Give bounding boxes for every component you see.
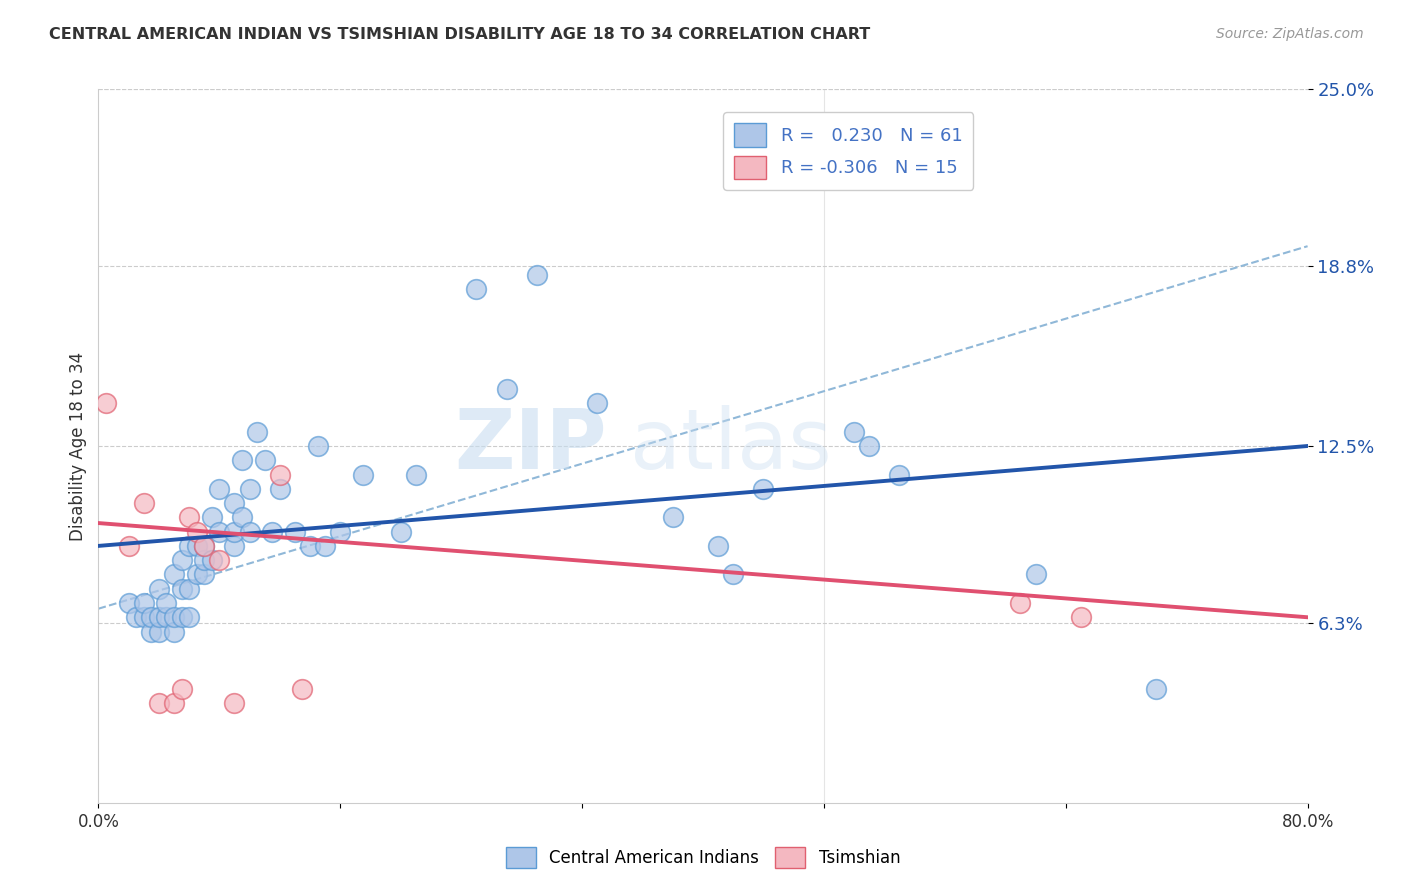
Point <box>141 624 163 639</box>
Point <box>299 539 322 553</box>
Point <box>148 696 170 710</box>
Point <box>132 496 155 510</box>
Point <box>170 582 193 596</box>
Point <box>661 510 683 524</box>
Point <box>179 510 201 524</box>
Point <box>186 567 208 582</box>
Point <box>132 610 155 624</box>
Point <box>125 610 148 624</box>
Point <box>752 482 775 496</box>
Point <box>163 567 186 582</box>
Point <box>253 453 276 467</box>
Point <box>208 553 231 567</box>
Point <box>163 696 186 710</box>
Point <box>389 524 412 539</box>
Legend: R =   0.230   N = 61, R = -0.306   N = 15: R = 0.230 N = 61, R = -0.306 N = 15 <box>723 112 973 190</box>
Point <box>707 539 730 553</box>
Point <box>307 439 329 453</box>
Point <box>352 467 374 482</box>
Point <box>269 482 291 496</box>
Point <box>193 539 215 553</box>
Point <box>1024 567 1046 582</box>
Point <box>208 482 231 496</box>
Point <box>246 425 269 439</box>
Point <box>314 539 336 553</box>
Point <box>1010 596 1032 610</box>
Point <box>231 453 253 467</box>
Point <box>179 610 201 624</box>
Point <box>155 610 177 624</box>
Point <box>201 553 224 567</box>
Point <box>723 567 745 582</box>
Point <box>586 396 609 410</box>
Text: atlas: atlas <box>630 406 832 486</box>
Point <box>224 696 246 710</box>
Point <box>224 524 246 539</box>
Point <box>465 282 488 296</box>
Point <box>329 524 352 539</box>
Point <box>1070 610 1092 624</box>
Point <box>163 610 186 624</box>
Point <box>1144 681 1167 696</box>
Point <box>118 596 141 610</box>
Legend: Central American Indians, Tsimshian: Central American Indians, Tsimshian <box>499 840 907 875</box>
Point <box>858 439 880 453</box>
Point <box>239 482 262 496</box>
Point <box>179 539 201 553</box>
Point <box>179 582 201 596</box>
Y-axis label: Disability Age 18 to 34: Disability Age 18 to 34 <box>69 351 87 541</box>
Point <box>526 268 548 282</box>
Point <box>224 539 246 553</box>
Point <box>262 524 284 539</box>
Point <box>132 596 155 610</box>
Point <box>94 396 117 410</box>
Text: CENTRAL AMERICAN INDIAN VS TSIMSHIAN DISABILITY AGE 18 TO 34 CORRELATION CHART: CENTRAL AMERICAN INDIAN VS TSIMSHIAN DIS… <box>49 27 870 42</box>
Point <box>118 539 141 553</box>
Point <box>201 510 224 524</box>
Text: Source: ZipAtlas.com: Source: ZipAtlas.com <box>1216 27 1364 41</box>
Point <box>170 681 193 696</box>
Point <box>193 539 215 553</box>
Point <box>193 567 215 582</box>
Point <box>163 624 186 639</box>
Point <box>284 524 307 539</box>
Point <box>495 382 517 396</box>
Point <box>155 596 177 610</box>
Point <box>269 467 291 482</box>
Point <box>889 467 911 482</box>
Point <box>844 425 866 439</box>
Point <box>148 582 170 596</box>
Point <box>186 524 208 539</box>
Point <box>231 510 253 524</box>
Text: ZIP: ZIP <box>454 406 606 486</box>
Point <box>170 553 193 567</box>
Point <box>239 524 262 539</box>
Point <box>170 610 193 624</box>
Point <box>148 610 170 624</box>
Point <box>208 524 231 539</box>
Point <box>186 539 208 553</box>
Point <box>224 496 246 510</box>
Point <box>405 467 427 482</box>
Point <box>193 553 215 567</box>
Point <box>148 624 170 639</box>
Point <box>141 610 163 624</box>
Point <box>291 681 314 696</box>
